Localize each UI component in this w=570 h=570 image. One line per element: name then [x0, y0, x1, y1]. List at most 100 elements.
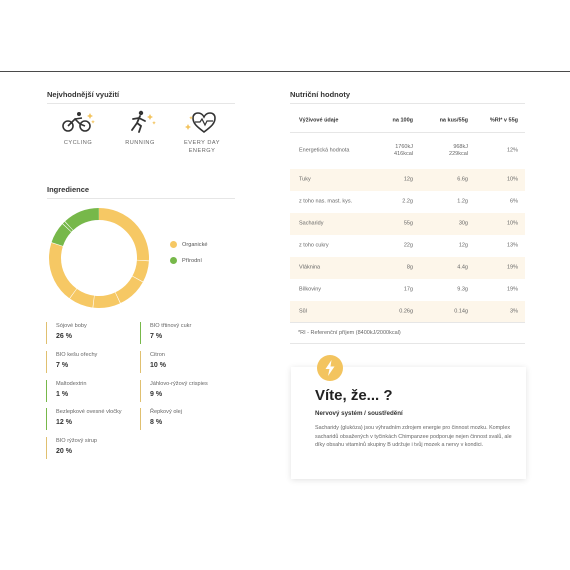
row-nutrient: z toho nas. mast. kys. [299, 198, 353, 205]
ingredient-item: BIO rýžový sirup 20 % [46, 437, 97, 459]
ingredient-percent: 26 % [56, 333, 72, 340]
ingredient-name: Sójové boby [56, 323, 87, 329]
ingredient-name: BIO kešu ořechy [56, 352, 98, 358]
did-you-know-card: Víte, že... ? Nervový systém / soustředě… [291, 355, 526, 479]
row-per-100g: 55g [403, 220, 413, 227]
ingredients-title: Ingredience [47, 185, 90, 194]
lightning-bolt-icon [317, 355, 343, 381]
table-row: Energetická hodnota 1760kJ 416kcal 968kJ… [290, 133, 525, 169]
row-nutrient: Vláknina [299, 264, 321, 271]
row-ri: 6% [510, 198, 518, 205]
row-per-100g: 22g [403, 242, 413, 249]
table-bottom-divider [290, 322, 525, 323]
ingredient-percent: 8 % [150, 419, 163, 426]
ingredient-percent: 10 % [150, 362, 166, 369]
ingredient-item: Citron 10 % [140, 351, 166, 373]
row-ri: 13% [506, 242, 518, 249]
row-ri: 10% [506, 220, 518, 227]
table-row: Vláknina 8g 4.4g 19% [290, 257, 525, 279]
table-row: Bílkoviny 17g 9.3g 19% [290, 279, 525, 301]
usage-title-underline [47, 103, 235, 104]
row-ri: 19% [506, 286, 518, 293]
header-nutrient: Výživové údaje [299, 117, 339, 124]
ingredient-item: Řepkový olej 8 % [140, 408, 182, 430]
ingredient-name: Jáhlovo-rýžový crispies [150, 381, 208, 387]
donut-segment [49, 208, 149, 308]
row-nutrient: Sacharidy [299, 220, 324, 227]
ingredient-name: Bezlepkové ovesné vločky [56, 409, 122, 415]
nutrition-table: Výživové údaje na 100g na kus/55g %RI* v… [290, 110, 525, 323]
ingredient-name: BIO třtinový cukr [150, 323, 192, 329]
donut-segment [49, 208, 149, 308]
row-per-piece: 968kJ 229kcal [449, 144, 468, 158]
ingredient-percent: 7 % [56, 362, 69, 369]
ingredient-item: Jáhlovo-rýžový crispies 9 % [140, 380, 208, 402]
usage-energy-label-line2: ENERGY [188, 148, 216, 154]
row-ri: 10% [506, 176, 518, 183]
row-per-piece: 12g [458, 242, 468, 249]
usage-cycling-label: CYCLING [63, 140, 93, 146]
table-row: Sacharidy 55g 30g 10% [290, 213, 525, 235]
usage-every-day-energy: EVERY DAY ENERGY [172, 110, 232, 155]
nutrition-title-underline [290, 103, 525, 104]
ingredient-item: Maltodextrin 1 % [46, 380, 86, 402]
row-per-piece: 4.4g [457, 264, 468, 271]
ingredient-percent: 1 % [56, 391, 69, 398]
row-per-piece-kj: 968kJ [453, 144, 468, 150]
ingredient-item: Sójové boby 26 % [46, 322, 87, 344]
footnote-divider [290, 343, 525, 344]
row-per-piece: 30g [458, 220, 468, 227]
usage-running-label: RUNNING [125, 140, 155, 146]
ingredient-percent: 7 % [150, 333, 163, 340]
usage-title: Nejvhodnější využití [47, 90, 120, 99]
usage-running: RUNNING [110, 110, 170, 147]
row-per-100g: 1760kJ 416kcal [394, 144, 413, 158]
row-ri: 12% [506, 147, 518, 154]
top-divider [0, 71, 570, 72]
usage-energy-label-line1: EVERY DAY [184, 140, 220, 146]
ri-footnote: *RI - Referenční příjem (8400kJ/2000kcal… [298, 330, 401, 336]
ingredient-name: Řepkový olej [150, 409, 183, 415]
legend-natural-label: Přírodní [182, 257, 202, 264]
row-per-100g-kcal: 416kcal [394, 151, 413, 157]
row-per-100g-kj: 1760kJ [395, 144, 413, 150]
ingredients-donut-chart [49, 208, 149, 308]
table-row: z toho cukry 22g 12g 13% [290, 235, 525, 257]
row-nutrient: Sůl [299, 308, 307, 315]
legend-organic-swatch [170, 241, 177, 248]
ingredient-percent: 12 % [56, 419, 72, 426]
table-header-row: Výživové údaje na 100g na kus/55g %RI* v… [290, 110, 525, 133]
row-per-100g: 0.26g [399, 308, 413, 315]
cyclist-icon [62, 112, 95, 132]
donut-segments [49, 208, 149, 308]
did-you-know-title: Víte, že... ? [315, 387, 393, 404]
donut-segment [49, 208, 149, 308]
ingredient-name: Maltodextrin [56, 381, 87, 387]
ingredient-item: Bezlepkové ovesné vločky 12 % [46, 408, 122, 430]
row-per-piece: 6.6g [457, 176, 468, 183]
ingredient-name: BIO rýžový sirup [56, 438, 98, 444]
runner-icon [131, 110, 156, 133]
row-nutrient: Tuky [299, 176, 311, 183]
table-row: z toho nas. mast. kys. 2.2g 1.2g 6% [290, 191, 525, 213]
row-per-100g: 12g [403, 176, 413, 183]
ingredient-name: Citron [150, 352, 165, 358]
row-nutrient: Energetická hodnota [299, 147, 350, 154]
legend-natural: Přírodní [170, 257, 202, 264]
did-you-know-text: Sacharidy (glukóza) jsou výhradním zdroj… [315, 425, 512, 449]
row-per-piece: 9.3g [457, 286, 468, 293]
ingredient-item: BIO třtinový cukr 7 % [140, 322, 191, 344]
legend-natural-swatch [170, 257, 177, 264]
did-you-know-subtitle: Nervový systém / soustředění [315, 410, 403, 417]
legend-organic-label: Organické [182, 241, 208, 248]
nutrition-title: Nutriční hodnoty [290, 90, 350, 99]
row-per-piece: 1.2g [457, 198, 468, 205]
header-ri: %RI* v 55g [489, 117, 518, 124]
ingredients-title-underline [47, 198, 235, 199]
header-per-piece: na kus/55g [439, 117, 468, 124]
ingredient-percent: 20 % [56, 448, 72, 455]
table-row: Sůl 0.26g 0.14g 3% [290, 301, 525, 323]
table-row: Tuky 12g 6.6g 10% [290, 169, 525, 191]
ingredient-item: BIO kešu ořechy 7 % [46, 351, 97, 373]
usage-cycling: CYCLING [48, 110, 108, 147]
